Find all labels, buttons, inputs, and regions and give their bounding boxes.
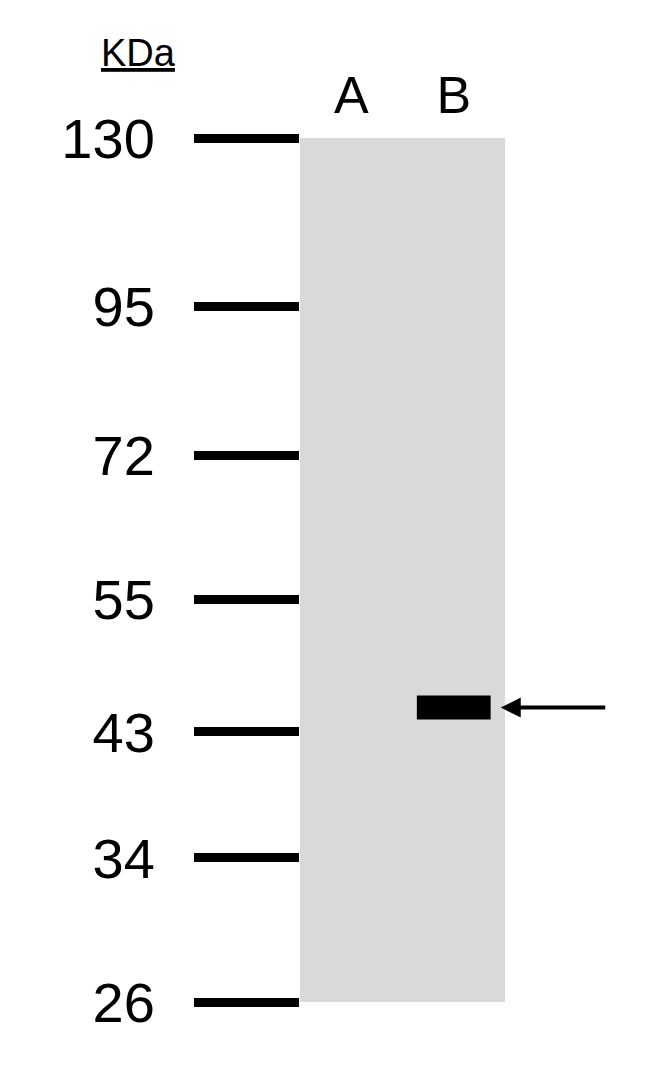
svg-text:A: A	[334, 66, 369, 124]
svg-text:B: B	[436, 66, 471, 124]
svg-text:55: 55	[93, 568, 155, 631]
svg-text:130: 130	[61, 107, 154, 170]
svg-text:95: 95	[93, 275, 155, 338]
svg-text:34: 34	[93, 827, 155, 890]
svg-text:43: 43	[93, 701, 155, 764]
svg-text:26: 26	[93, 971, 155, 1034]
svg-text:KDa: KDa	[101, 32, 176, 74]
svg-text:72: 72	[93, 424, 155, 487]
